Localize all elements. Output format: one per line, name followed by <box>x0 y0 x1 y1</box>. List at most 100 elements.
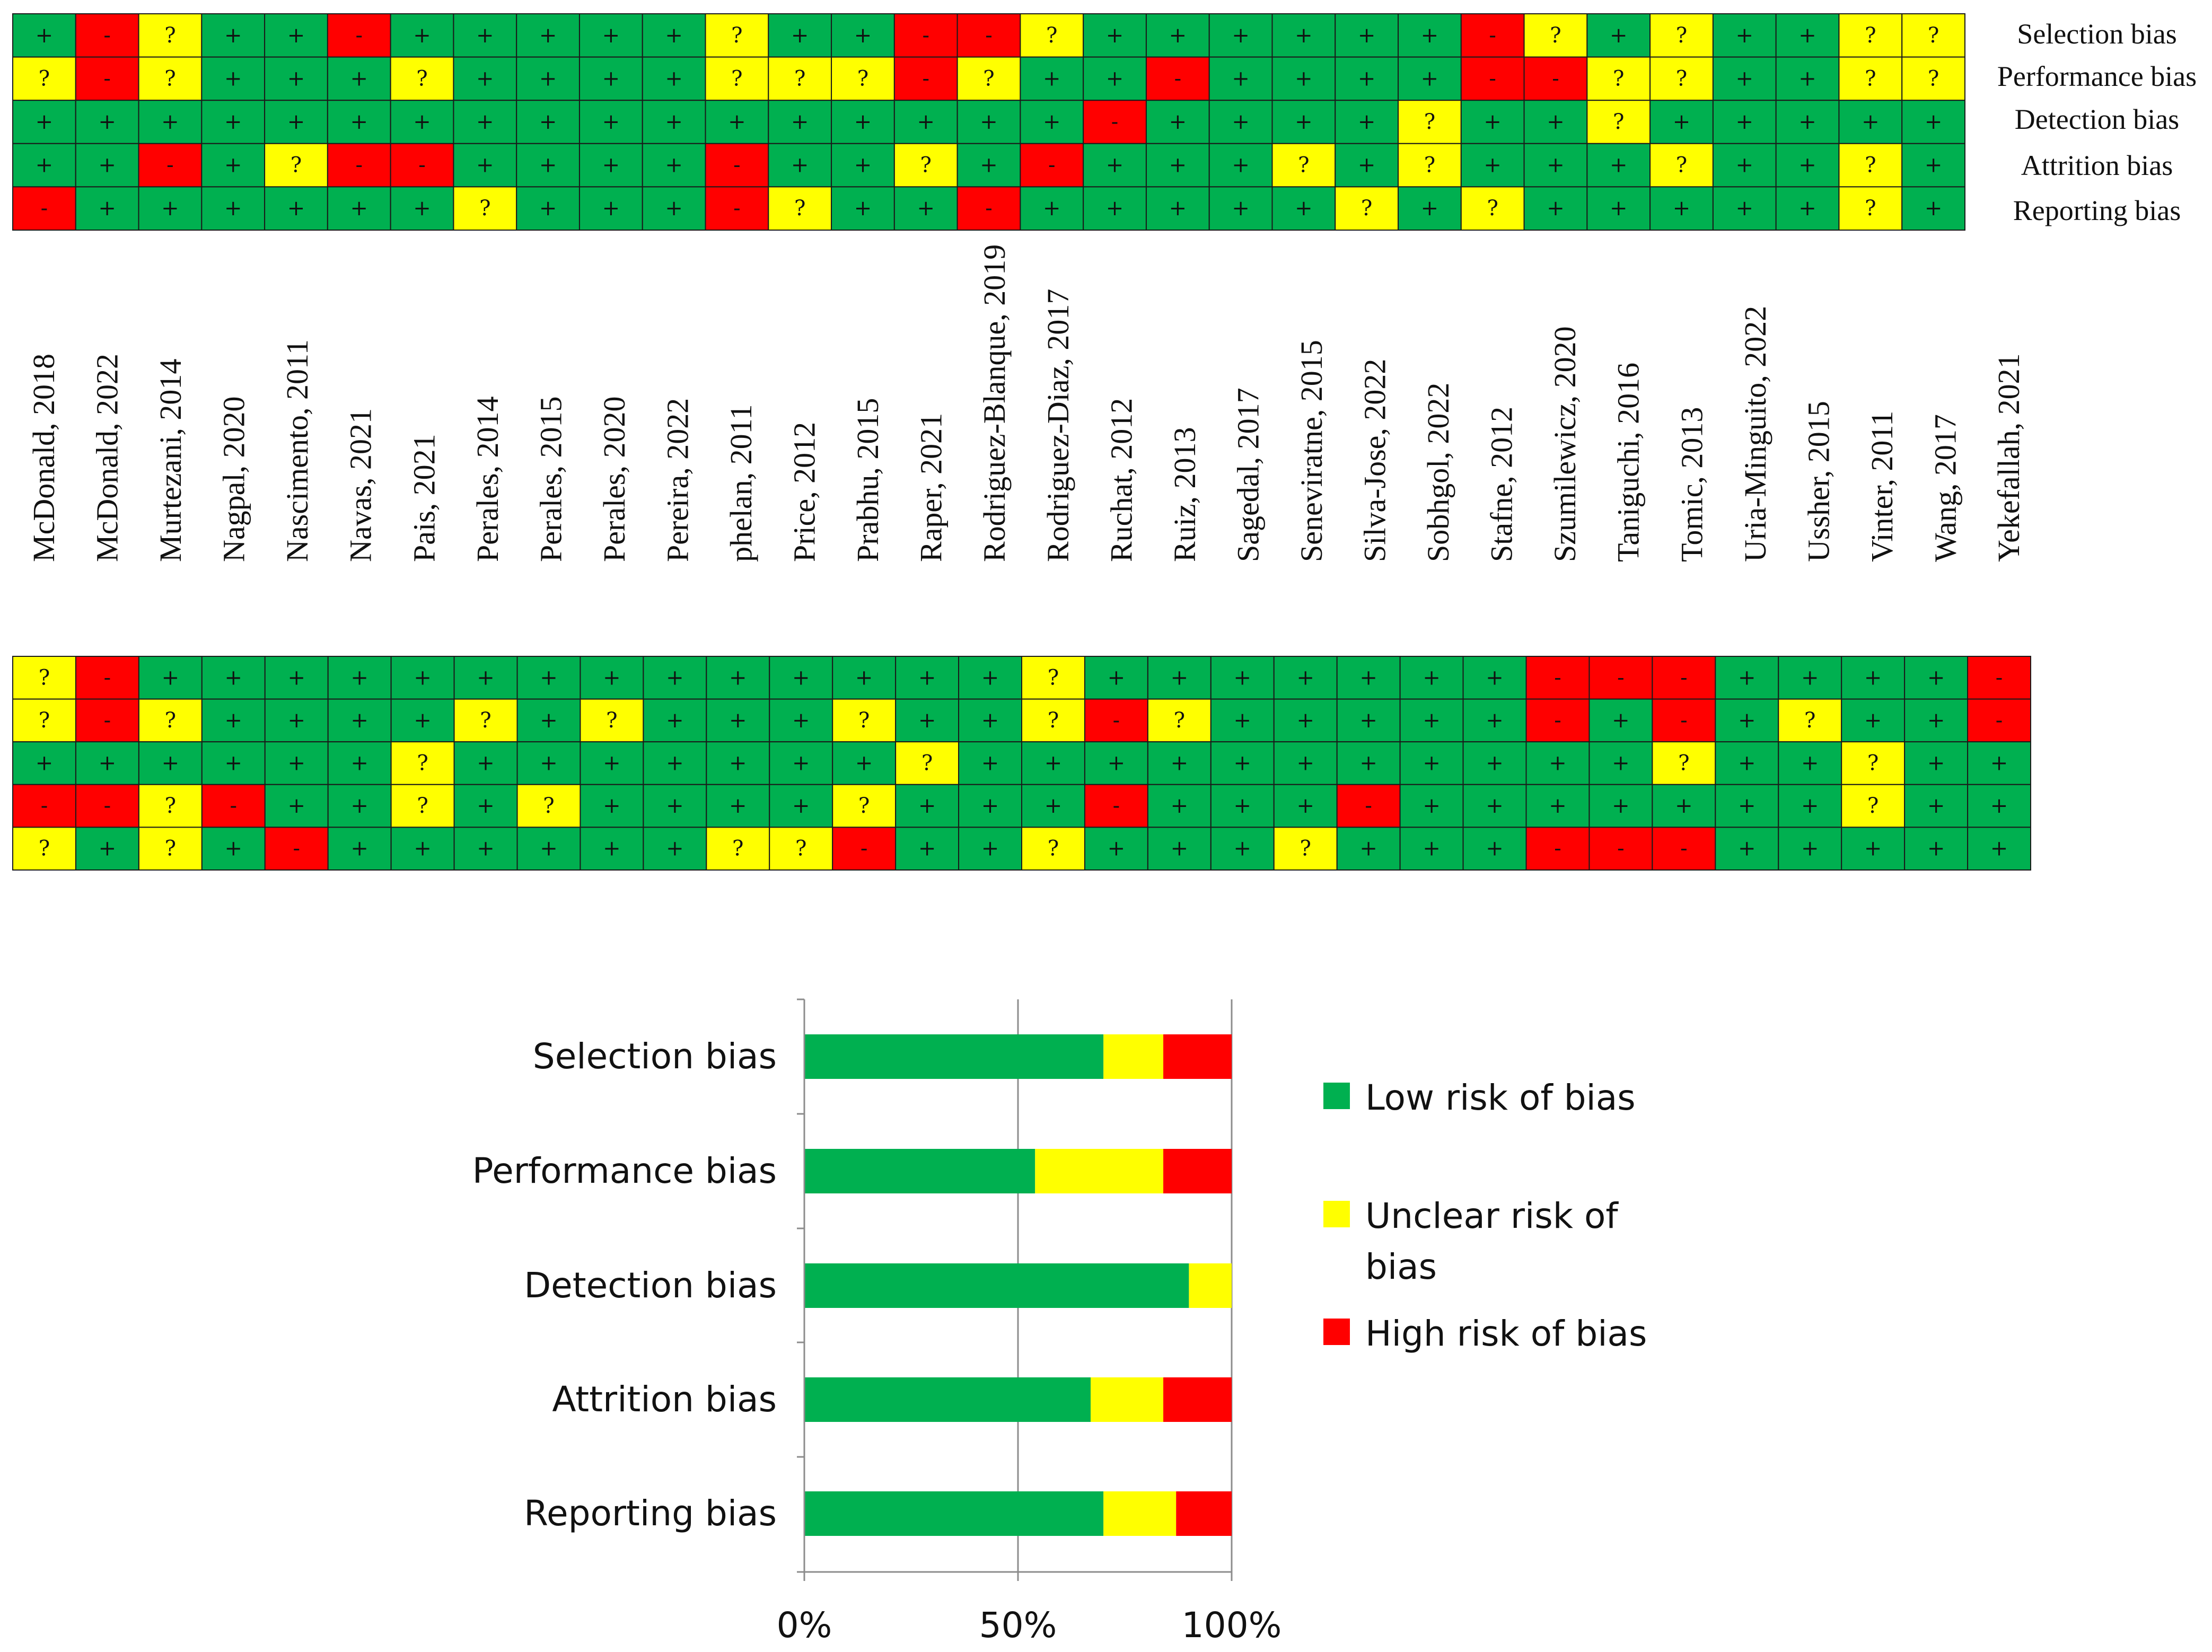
cell-symbol: + <box>1169 110 1187 134</box>
cell-symbol: + <box>1359 751 1377 776</box>
low-risk-cell: + <box>1398 186 1462 231</box>
cell-symbol: + <box>1547 110 1565 134</box>
low-risk-cell: + <box>138 656 203 700</box>
low-risk-cell: + <box>516 56 580 101</box>
low-risk-cell: + <box>201 186 266 231</box>
cell-symbol: + <box>1295 66 1313 91</box>
unclear-risk-cell: ? <box>264 143 328 188</box>
high-risk-cell: - <box>705 143 769 188</box>
unclear-risk-cell: ? <box>1838 143 1903 188</box>
cell-fill <box>1904 741 1969 785</box>
cell-symbol: + <box>1925 110 1943 134</box>
study-label: Uria-Minguito, 2022 <box>1738 306 1772 562</box>
unclear-risk-cell: ? <box>1649 13 1714 58</box>
low-risk-cell: + <box>1210 698 1275 743</box>
cell-symbol: ? <box>732 837 743 861</box>
low-risk-cell: + <box>893 100 958 144</box>
cell-fill <box>75 143 139 188</box>
low-risk-cell: + <box>201 56 266 101</box>
cell-symbol: + <box>287 708 305 733</box>
low-risk-cell: + <box>831 186 895 231</box>
low-risk-cell: + <box>1210 827 1275 871</box>
cell-symbol: + <box>602 153 620 178</box>
cell-symbol: + <box>1801 751 1819 776</box>
cell-symbol: - <box>1617 837 1625 861</box>
cell-symbol: - <box>1489 23 1496 48</box>
cell-fill <box>516 143 580 188</box>
low-risk-cell: + <box>769 656 833 700</box>
low-risk-cell: + <box>831 100 895 144</box>
low-risk-cell: + <box>831 13 895 58</box>
cell-fill <box>1145 186 1210 231</box>
cell-fill <box>1210 827 1275 871</box>
cell-fill <box>1523 143 1588 188</box>
cell-fill <box>12 13 76 58</box>
cell-symbol: + <box>98 196 116 221</box>
cell-fill <box>1588 656 1653 700</box>
cell-fill <box>516 698 581 743</box>
cell-symbol: + <box>1610 196 1628 221</box>
cell-symbol: ? <box>417 794 428 818</box>
cell-symbol: + <box>855 665 873 690</box>
unclear-risk-cell: ? <box>12 827 76 871</box>
cell-symbol: + <box>791 23 809 48</box>
low-risk-cell: + <box>1084 741 1148 785</box>
high-risk-cell: - <box>705 186 769 231</box>
cell-symbol: + <box>1171 751 1189 776</box>
cell-symbol: - <box>1113 794 1120 818</box>
cell-fill <box>706 784 770 828</box>
low-risk-cell: + <box>1271 56 1336 101</box>
low-risk-cell: + <box>1586 143 1651 188</box>
bottom-risk-grid: ? - + + + + + + + + + + + + + +? + + + + + + + - - - + + + + -? -? + + + +?… <box>12 656 2031 871</box>
cell-symbol: + <box>287 23 305 48</box>
cell-fill <box>1904 698 1969 743</box>
cell-symbol: + <box>1736 196 1754 221</box>
cell-symbol: + <box>1927 708 1945 733</box>
unclear-risk-cell: ? <box>831 56 895 101</box>
cell-fill <box>516 827 581 871</box>
low-risk-cell: + <box>1021 784 1085 828</box>
cell-fill <box>642 100 706 144</box>
cell-fill <box>516 741 581 785</box>
cell-symbol: + <box>1927 665 1945 690</box>
cell-fill <box>75 186 139 231</box>
cell-symbol: - <box>1113 708 1120 733</box>
cell-symbol: + <box>1673 110 1691 134</box>
cell-symbol: + <box>1738 751 1756 776</box>
low-risk-cell: + <box>832 656 897 700</box>
cell-symbol: + <box>1990 837 2008 861</box>
low-risk-cell: + <box>643 656 707 700</box>
low-risk-cell: + <box>1020 186 1084 231</box>
cell-fill <box>706 698 770 743</box>
low-risk-cell: + <box>327 827 392 871</box>
cell-fill <box>1586 186 1651 231</box>
study-label: Nascimento, 2011 <box>280 339 314 562</box>
cell-symbol: ? <box>39 66 50 91</box>
high-risk-cell: - <box>956 13 1021 58</box>
bar-segment <box>804 1263 1189 1308</box>
cell-fill <box>1775 100 1840 144</box>
unclear-risk-cell: ? <box>516 784 581 828</box>
cell-symbol: + <box>476 23 494 48</box>
low-risk-cell: + <box>958 741 1022 785</box>
cell-symbol: ? <box>417 751 428 776</box>
cell-fill <box>1147 827 1212 871</box>
cell-symbol: ? <box>1867 794 1879 818</box>
low-risk-cell: + <box>580 741 644 785</box>
cell-symbol: + <box>98 153 116 178</box>
low-risk-cell: + <box>1967 741 2031 785</box>
cell-fill <box>1838 56 1903 101</box>
low-risk-cell: + <box>1210 741 1275 785</box>
bar-segment <box>1163 1034 1232 1079</box>
cell-symbol: - <box>1554 837 1561 861</box>
low-risk-cell: + <box>1021 741 1085 785</box>
low-risk-cell: + <box>1271 13 1336 58</box>
low-risk-cell: + <box>1273 741 1338 785</box>
low-risk-cell: + <box>75 100 139 144</box>
study-label: Perales, 2015 <box>533 397 568 563</box>
cell-symbol: + <box>602 110 620 134</box>
low-risk-cell: + <box>201 143 266 188</box>
cell-symbol: ? <box>480 708 491 733</box>
cell-fill <box>1462 698 1527 743</box>
cell-fill <box>1586 143 1651 188</box>
